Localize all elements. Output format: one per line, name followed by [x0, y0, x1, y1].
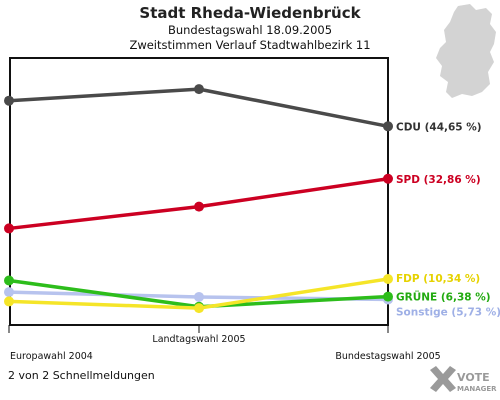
point-fdp-0: [4, 296, 14, 307]
series-label-fdp: FDP (10,34 %): [396, 273, 480, 285]
vote-manager-logo: VOTE MANAGER: [430, 366, 497, 393]
series-label-sonstige: Sonstige (5,73 %): [396, 307, 500, 319]
point-gr-ne-2: [383, 291, 393, 302]
point-spd-0: [4, 223, 14, 234]
series-layer: Sonstige (5,73 %) GRÜNE (6,38 %) FDP (10,3…: [4, 84, 500, 319]
point-sonstige-1: [194, 291, 204, 302]
point-cdu-0: [4, 95, 14, 106]
logo-line-1: VOTE: [457, 371, 490, 384]
point-fdp-2: [383, 273, 393, 284]
footer-text: 2 von 2 Schnellmeldungen: [8, 369, 155, 382]
x-axis: Europawahl 2004 Landtagswahl 2005 Bundesta…: [8, 325, 441, 362]
series-label-spd: SPD (32,86 %): [396, 174, 481, 186]
point-spd-2: [383, 173, 393, 184]
x-tick-label-0: Europawahl 2004: [10, 351, 93, 362]
point-cdu-2: [383, 121, 393, 132]
germany-map-icon: [436, 4, 496, 98]
point-fdp-1: [194, 303, 204, 314]
point-sonstige-0: [4, 287, 14, 298]
chart-title: Stadt Rheda-Wiedenbrück: [139, 4, 361, 22]
point-gr-ne-0: [4, 275, 14, 286]
chart-subtitle-2: Zweitstimmen Verlauf Stadtwahlbezirk 11: [129, 38, 370, 52]
x-tick-label-2: Bundestagswahl 2005: [335, 351, 440, 362]
chart-subtitle: Bundestagswahl 18.09.2005: [168, 23, 332, 37]
series-label-cdu: CDU (44,65 %): [396, 121, 482, 133]
logo-x-icon: [430, 366, 456, 392]
series-line-cdu: [7, 87, 390, 129]
x-tick-label-1: Landtagswahl 2005: [152, 334, 245, 345]
point-spd-1: [194, 201, 204, 212]
logo-line-2: MANAGER: [457, 385, 497, 393]
series-label-gr-ne: GRÜNE (6,38 %): [396, 290, 491, 304]
point-cdu-1: [194, 84, 204, 95]
